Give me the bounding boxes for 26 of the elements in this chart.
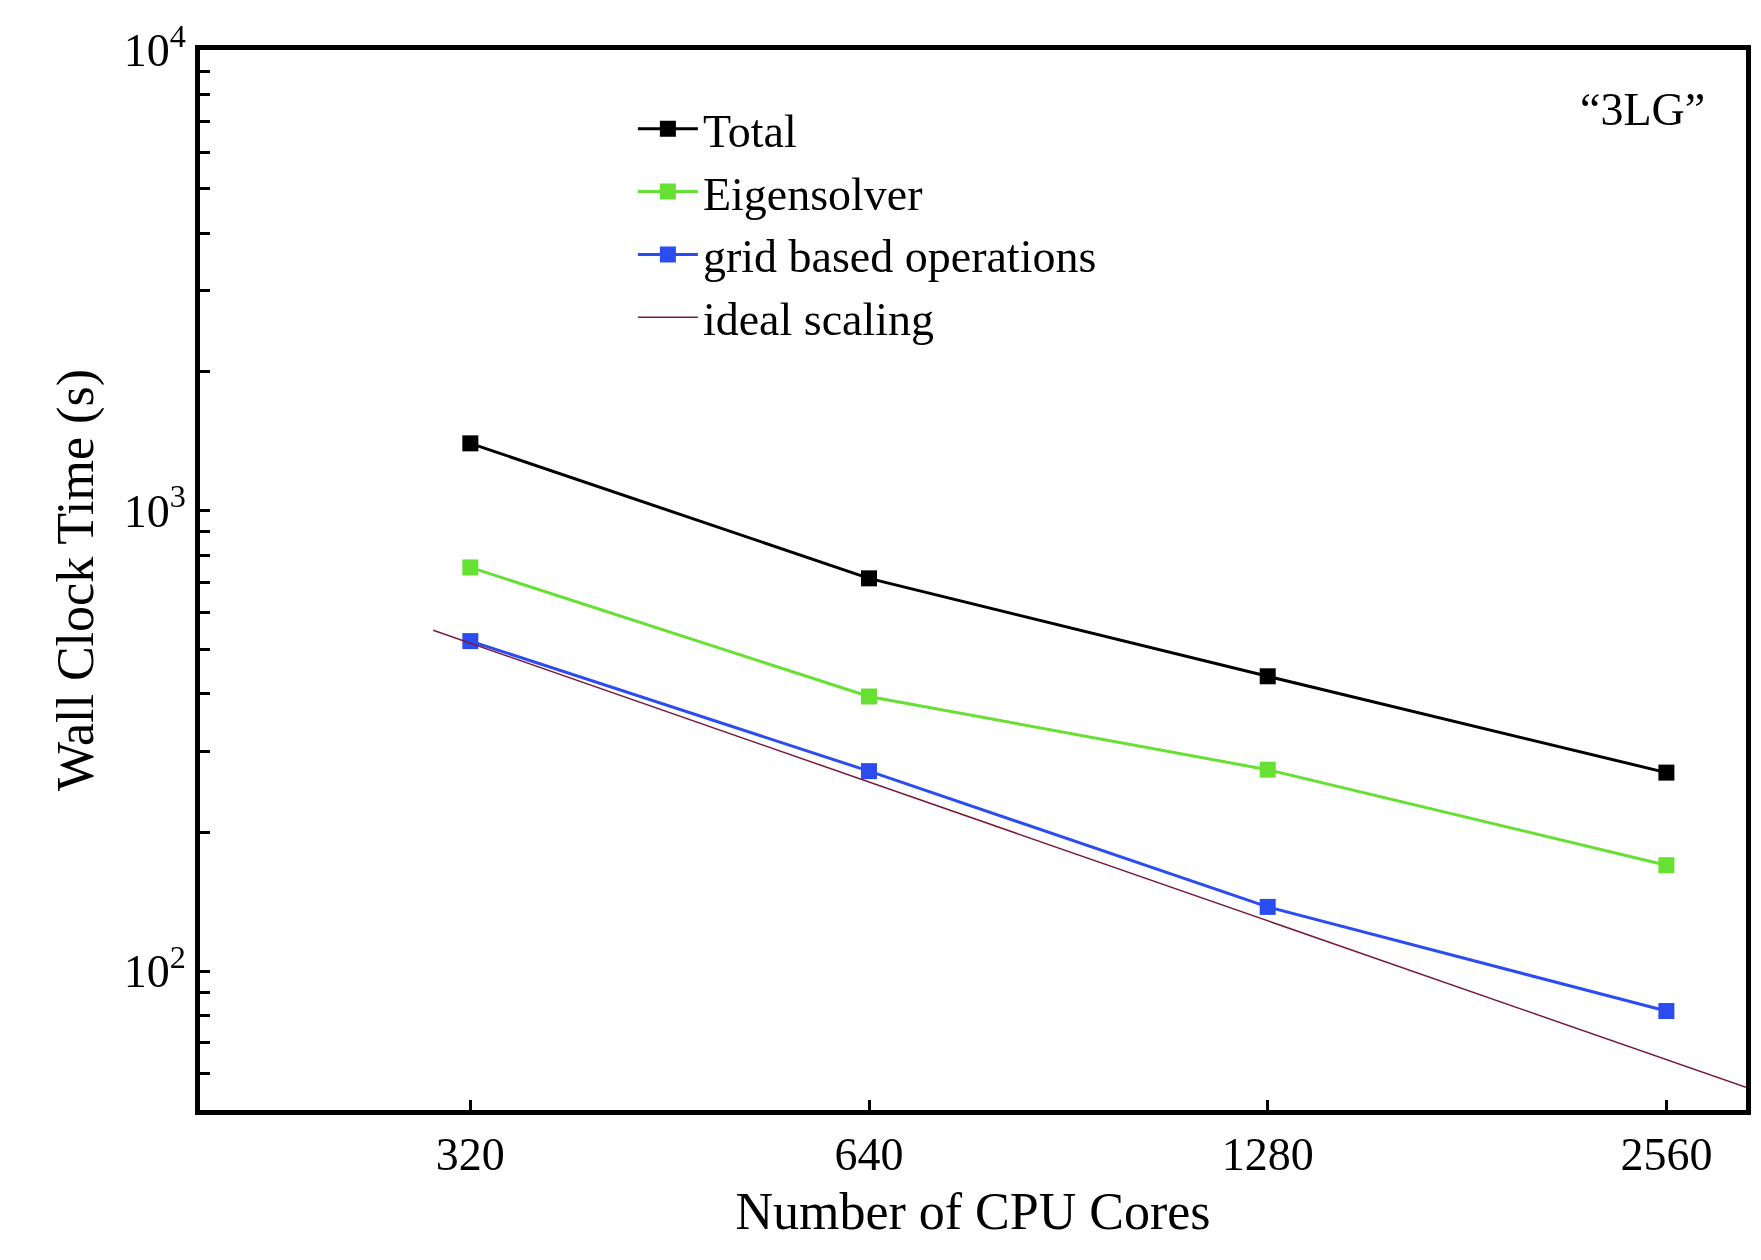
legend-label: Total	[702, 105, 797, 157]
point	[1259, 668, 1276, 685]
point	[462, 435, 479, 452]
y-axis-title: Wall Clock Time (s)	[47, 369, 106, 791]
x-tick-label: 2560	[1620, 1129, 1713, 1181]
point	[1259, 898, 1276, 915]
point	[861, 570, 878, 587]
point	[861, 763, 878, 780]
legend-label: grid based operations	[702, 231, 1097, 283]
point	[1658, 764, 1675, 781]
annotation: “3LG”	[1580, 84, 1706, 135]
x-tick-label: 1280	[1221, 1129, 1314, 1181]
legend-label: ideal scaling	[702, 294, 935, 346]
legend-label: Eigensolver	[702, 168, 923, 220]
x-axis-title: Number of CPU Cores	[735, 1183, 1211, 1241]
y-tick-label: 10$^{4}$	[123, 17, 186, 77]
y-tick-label: 10$^{2}$	[123, 939, 186, 998]
x-tick-label: 640	[834, 1129, 904, 1181]
x-tick-label: 320	[435, 1129, 505, 1181]
point	[462, 559, 479, 576]
point	[1658, 1003, 1675, 1020]
point	[1658, 857, 1675, 874]
point	[1259, 761, 1276, 778]
y-tick-label: 10$^{3}$	[123, 478, 186, 537]
point	[861, 688, 878, 705]
point	[462, 633, 479, 650]
